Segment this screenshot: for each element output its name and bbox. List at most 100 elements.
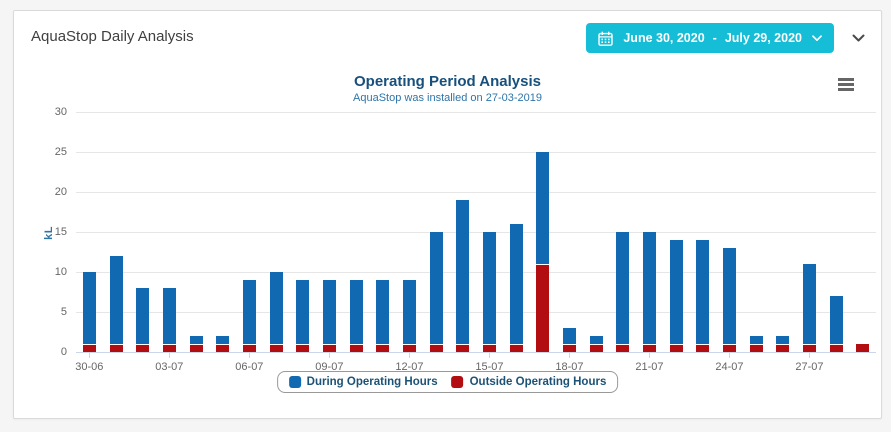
bar-group[interactable]: 24-07 — [715, 113, 744, 373]
bar-outside-operating-hours[interactable] — [82, 344, 96, 352]
date-range-picker-button[interactable]: June 30, 2020 - July 29, 2020 — [586, 23, 834, 53]
bar-group[interactable] — [663, 113, 690, 352]
bar-during-operating-hours[interactable] — [802, 264, 816, 344]
bar-outside-operating-hours[interactable] — [109, 344, 123, 352]
bar-group[interactable] — [769, 113, 796, 352]
bar-group[interactable] — [743, 113, 770, 352]
bar-outside-operating-hours[interactable] — [536, 264, 550, 352]
bar-during-operating-hours[interactable] — [349, 280, 363, 344]
bar-during-operating-hours[interactable] — [642, 232, 656, 344]
bar-during-operating-hours[interactable] — [296, 280, 310, 344]
legend-item-outside-operating-hours[interactable]: Outside Operating Hours — [451, 376, 606, 388]
bar-during-operating-hours[interactable] — [456, 200, 470, 344]
bar-during-operating-hours[interactable] — [242, 280, 256, 344]
bar-outside-operating-hours[interactable] — [482, 344, 496, 352]
bar-outside-operating-hours[interactable] — [242, 344, 256, 352]
bar-during-operating-hours[interactable] — [162, 288, 176, 344]
legend-swatch-during — [288, 376, 301, 388]
bar-group[interactable] — [609, 113, 636, 352]
bar-group[interactable] — [503, 113, 530, 352]
bar-during-operating-hours[interactable] — [109, 256, 123, 344]
bar-group[interactable] — [103, 113, 130, 352]
bar-during-operating-hours[interactable] — [216, 336, 230, 344]
bar-group[interactable] — [849, 113, 876, 352]
bar-outside-operating-hours[interactable] — [216, 344, 230, 352]
bar-outside-operating-hours[interactable] — [429, 344, 443, 352]
bar-outside-operating-hours[interactable] — [402, 344, 416, 352]
bar-outside-operating-hours[interactable] — [162, 344, 176, 352]
bar-outside-operating-hours[interactable] — [189, 344, 203, 352]
bar-group[interactable] — [369, 113, 396, 352]
bar-group[interactable] — [823, 113, 850, 352]
bar-outside-operating-hours[interactable] — [136, 344, 150, 352]
bar-outside-operating-hours[interactable] — [776, 344, 790, 352]
bar-during-operating-hours[interactable] — [509, 224, 523, 344]
bar-outside-operating-hours[interactable] — [376, 344, 390, 352]
bar-outside-operating-hours[interactable] — [296, 344, 310, 352]
bar-group[interactable]: 30-06 — [75, 113, 103, 373]
bar-outside-operating-hours[interactable] — [349, 344, 363, 352]
bar-during-operating-hours[interactable] — [669, 240, 683, 344]
bar-outside-operating-hours[interactable] — [589, 344, 603, 352]
bar-during-operating-hours[interactable] — [376, 280, 390, 344]
bar-group[interactable]: 27-07 — [795, 113, 824, 373]
bar-during-operating-hours[interactable] — [322, 280, 336, 344]
y-axis-tick-label: 25 — [54, 146, 67, 158]
bar-outside-operating-hours[interactable] — [616, 344, 630, 352]
bar-group[interactable] — [529, 113, 556, 352]
bar-group[interactable]: 12-07 — [395, 113, 423, 373]
bar-outside-operating-hours[interactable] — [696, 344, 710, 352]
bar-during-operating-hours[interactable] — [536, 152, 550, 264]
bar-outside-operating-hours[interactable] — [322, 344, 336, 352]
bar-group[interactable] — [343, 113, 370, 352]
bar-outside-operating-hours[interactable] — [509, 344, 523, 352]
bar-outside-operating-hours[interactable] — [802, 344, 816, 352]
bar-during-operating-hours[interactable] — [82, 272, 96, 344]
bar-group[interactable]: 06-07 — [235, 113, 263, 373]
bar-during-operating-hours[interactable] — [829, 296, 843, 344]
bar-outside-operating-hours[interactable] — [829, 344, 843, 352]
bar-during-operating-hours[interactable] — [749, 336, 763, 344]
bar-during-operating-hours[interactable] — [696, 240, 710, 344]
bar-outside-operating-hours[interactable] — [269, 344, 283, 352]
bar-group[interactable]: 18-07 — [555, 113, 583, 373]
bar-during-operating-hours[interactable] — [429, 232, 443, 344]
bar-during-operating-hours[interactable] — [402, 280, 416, 344]
bar-group[interactable]: 15-07 — [475, 113, 503, 373]
bar-during-operating-hours[interactable] — [589, 336, 603, 344]
bar-group[interactable] — [263, 113, 290, 352]
bar-during-operating-hours[interactable] — [562, 328, 576, 344]
bar-outside-operating-hours[interactable] — [856, 344, 870, 352]
bar-group[interactable] — [129, 113, 156, 352]
bar-group[interactable] — [183, 113, 210, 352]
legend-item-during-operating-hours[interactable]: During Operating Hours — [288, 376, 438, 388]
chart-menu-hamburger-icon[interactable] — [838, 77, 855, 92]
bar-outside-operating-hours[interactable] — [669, 344, 683, 352]
x-axis-tick-label: 18-07 — [555, 361, 584, 373]
bar-during-operating-hours[interactable] — [616, 232, 630, 344]
bar-during-operating-hours[interactable] — [269, 272, 283, 344]
x-axis-tick-label: 12-07 — [395, 361, 424, 373]
bar-group[interactable] — [209, 113, 236, 352]
bar-during-operating-hours[interactable] — [482, 232, 496, 344]
collapse-chevron-icon[interactable] — [852, 33, 866, 43]
bar-during-operating-hours[interactable] — [136, 288, 150, 344]
bar-group[interactable] — [289, 113, 316, 352]
bar-outside-operating-hours[interactable] — [749, 344, 763, 352]
x-axis-tick — [809, 353, 811, 358]
bar-group[interactable]: 21-07 — [635, 113, 664, 373]
bar-during-operating-hours[interactable] — [776, 336, 790, 344]
y-axis-tick-label: 5 — [60, 306, 67, 318]
bar-group[interactable] — [449, 113, 476, 352]
bar-outside-operating-hours[interactable] — [562, 344, 576, 352]
bar-during-operating-hours[interactable] — [722, 248, 736, 344]
bar-group[interactable] — [423, 113, 450, 352]
bar-during-operating-hours[interactable] — [189, 336, 203, 344]
bar-outside-operating-hours[interactable] — [456, 344, 470, 352]
bar-group[interactable]: 03-07 — [155, 113, 183, 373]
bar-group[interactable]: 09-07 — [315, 113, 343, 373]
bar-outside-operating-hours[interactable] — [642, 344, 656, 352]
bar-outside-operating-hours[interactable] — [722, 344, 736, 352]
bar-group[interactable] — [583, 113, 610, 352]
bar-group[interactable] — [689, 113, 716, 352]
